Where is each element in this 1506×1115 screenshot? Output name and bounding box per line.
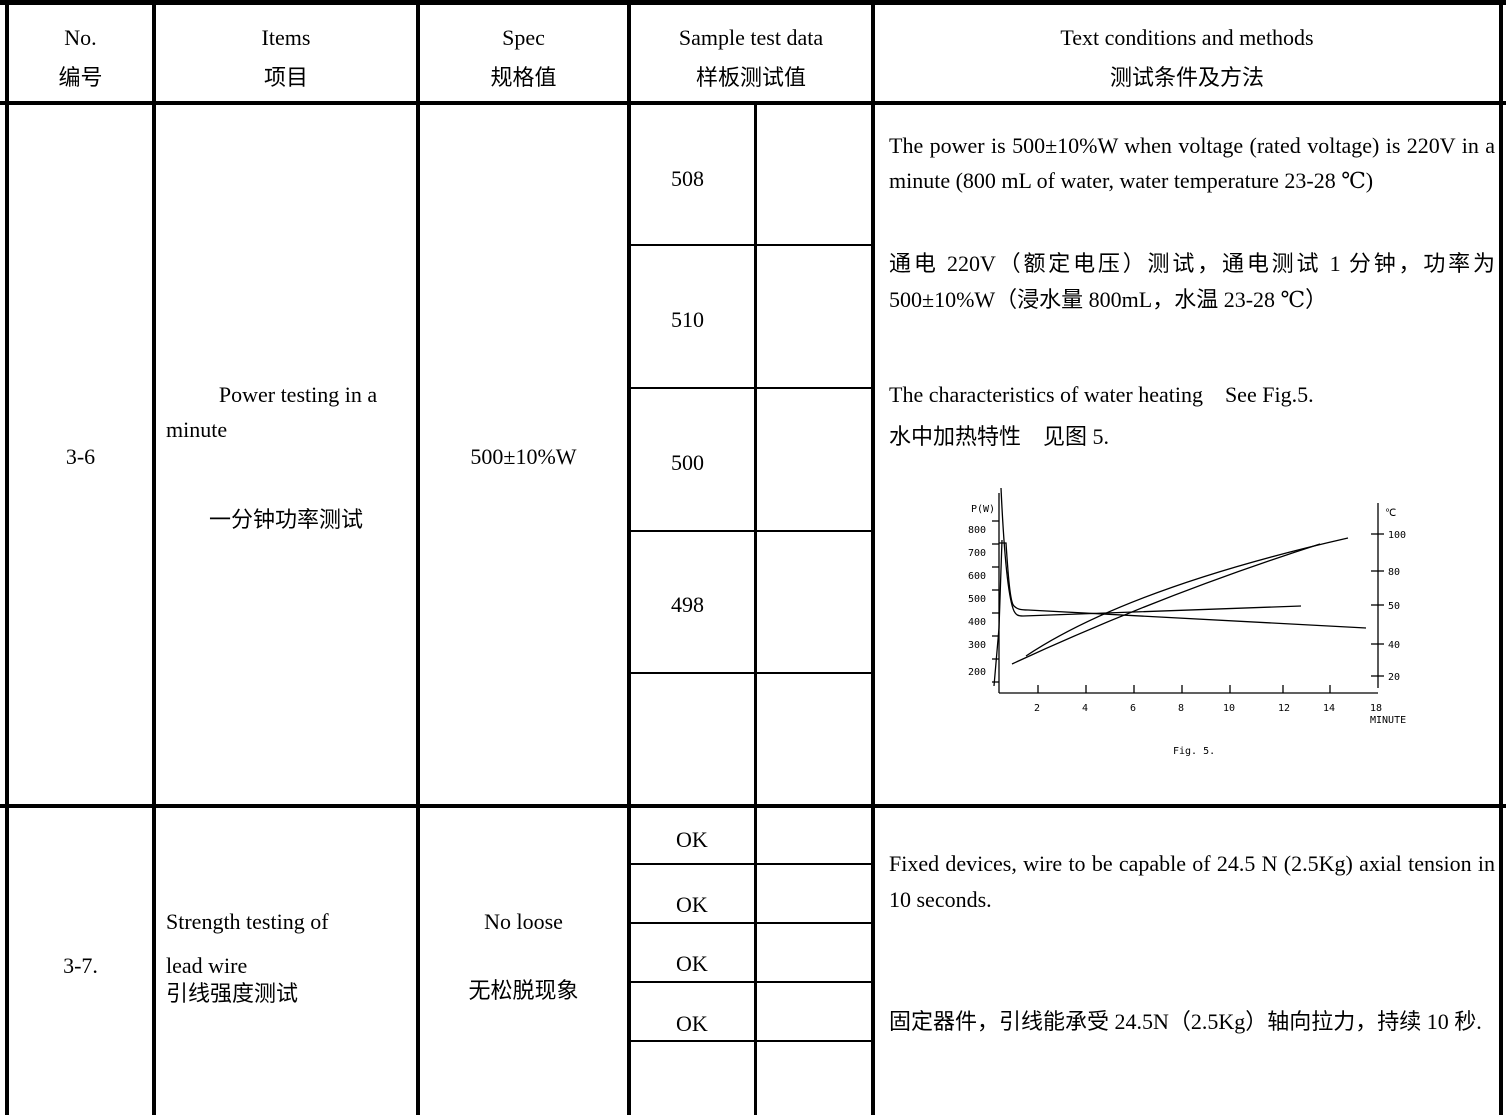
left-tick: 200 bbox=[968, 667, 986, 678]
left-axis-label: P(W) bbox=[971, 504, 995, 515]
method-text-en: Fixed devices, wire to be capable of 24.… bbox=[889, 851, 1495, 912]
header-no-en: No. bbox=[64, 25, 97, 50]
spec-value-en: No loose bbox=[484, 909, 563, 934]
left-tick: 500 bbox=[968, 594, 986, 605]
table-border-top bbox=[0, 0, 1506, 5]
sample-divider bbox=[631, 1040, 871, 1042]
header-spec-en: Spec bbox=[502, 25, 545, 50]
header-no-zh: 编号 bbox=[58, 65, 103, 90]
item-name-en: Power testing in a bbox=[218, 382, 378, 407]
col-divider-items bbox=[416, 0, 420, 1115]
sample-divider bbox=[631, 922, 871, 924]
method-text-zh: 通电 220V（额定电压）测试，通电测试 1 分钟，功率为 500±10%W（浸… bbox=[889, 251, 1495, 312]
row-divider bbox=[0, 804, 1506, 808]
item-name-en: minute bbox=[166, 417, 228, 442]
method-text-zh: 固定器件，引线能承受 24.5N（2.5Kg）轴向拉力，持续 10 秒. bbox=[889, 1009, 1482, 1034]
col-divider-spec bbox=[627, 0, 631, 1115]
x-tick: 8 bbox=[1178, 703, 1184, 714]
sample-value: 510 bbox=[671, 307, 704, 332]
temperature-curve-2 bbox=[1025, 537, 1349, 657]
startup-trace bbox=[993, 539, 1003, 687]
left-tick: 400 bbox=[968, 617, 986, 628]
header-items-en: Items bbox=[261, 25, 311, 50]
right-tick: 20 bbox=[1388, 672, 1400, 683]
right-tick: 50 bbox=[1388, 601, 1400, 612]
sample-divider bbox=[631, 244, 871, 246]
sample-value: 508 bbox=[671, 166, 704, 191]
left-tick: 800 bbox=[968, 525, 986, 536]
col-divider-no bbox=[152, 0, 156, 1115]
sample-divider bbox=[631, 387, 871, 389]
x-tick: 2 bbox=[1034, 703, 1040, 714]
spec-value-zh: 无松脱现象 bbox=[468, 978, 579, 1003]
method-figure-ref-en: The characteristics of water heating See… bbox=[889, 382, 1314, 407]
x-tick: 4 bbox=[1082, 703, 1088, 714]
sample-divider bbox=[631, 863, 871, 865]
item-name-en: lead wire bbox=[166, 953, 248, 978]
col-divider-sample-inner bbox=[754, 105, 757, 1115]
sample-value: OK bbox=[676, 892, 708, 917]
table-border-right bbox=[1499, 0, 1503, 1115]
power-curve-upper bbox=[1000, 487, 1302, 617]
figure-caption: Fig. 5. bbox=[1173, 746, 1215, 757]
right-tick: 40 bbox=[1388, 640, 1400, 651]
col-divider-sample bbox=[871, 0, 875, 1115]
header-method-en: Text conditions and methods bbox=[1060, 25, 1314, 50]
x-tick: 10 bbox=[1223, 703, 1235, 714]
power-curve-lower bbox=[999, 542, 1367, 629]
right-tick: 100 bbox=[1388, 530, 1406, 541]
x-tick: 18 bbox=[1370, 703, 1382, 714]
method-figure-ref-zh: 水中加热特性 见图 5. bbox=[889, 424, 1110, 449]
x-tick: 14 bbox=[1323, 703, 1335, 714]
method-text-en: The power is 500±10%W when voltage (rate… bbox=[889, 133, 1495, 193]
sample-value: OK bbox=[676, 827, 708, 852]
header-items-zh: 项目 bbox=[263, 65, 308, 90]
item-name-zh: 引线强度测试 bbox=[166, 981, 299, 1006]
sample-divider bbox=[631, 530, 871, 532]
row-number: 3-7. bbox=[63, 953, 98, 978]
row-number: 3-6 bbox=[65, 444, 96, 469]
header-divider bbox=[0, 101, 1506, 105]
x-tick: 12 bbox=[1278, 703, 1290, 714]
table-border-left bbox=[5, 0, 9, 1115]
right-axis-label: ℃ bbox=[1385, 508, 1396, 519]
x-axis-label: MINUTE bbox=[1370, 715, 1406, 726]
header-sample-zh: 样板测试值 bbox=[695, 65, 806, 90]
sample-value: 498 bbox=[671, 592, 704, 617]
sample-value: 500 bbox=[671, 450, 704, 475]
sample-value: OK bbox=[676, 951, 708, 976]
temperature-curve-1 bbox=[1011, 543, 1321, 665]
item-name-zh: 一分钟功率测试 bbox=[208, 507, 363, 532]
sample-value: OK bbox=[676, 1011, 708, 1036]
header-sample-en: Sample test data bbox=[678, 25, 824, 50]
spec-value: 500±10%W bbox=[470, 444, 577, 469]
x-tick: 6 bbox=[1130, 703, 1136, 714]
left-tick: 700 bbox=[968, 548, 986, 559]
right-tick: 80 bbox=[1388, 567, 1400, 578]
sample-divider bbox=[631, 672, 871, 674]
header-spec-zh: 规格值 bbox=[490, 65, 557, 90]
left-tick: 600 bbox=[968, 571, 986, 582]
left-tick: 300 bbox=[968, 640, 986, 651]
item-name-en: Strength testing of bbox=[166, 909, 329, 934]
water-heating-characteristics-figure: P(W) 800 700 600 500 400 300 200 ℃ 100 8… bbox=[968, 487, 1406, 757]
sample-divider bbox=[631, 981, 871, 983]
header-method-zh: 测试条件及方法 bbox=[1109, 65, 1264, 90]
